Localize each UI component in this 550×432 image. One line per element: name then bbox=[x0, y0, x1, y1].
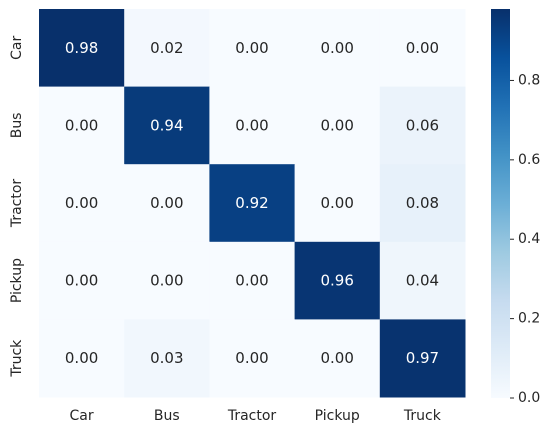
heatmap-cell-truck-truck bbox=[379, 319, 466, 398]
heatmap-cell-pickup-car bbox=[39, 241, 125, 320]
heatmap-value-label-car-car: 0.98 bbox=[65, 39, 98, 57]
heatmap-value-label-bus-car: 0.00 bbox=[65, 116, 98, 134]
heatmap-cell-pickup-tractor bbox=[209, 241, 296, 320]
x-tick-label-pickup: Pickup bbox=[315, 408, 360, 424]
x-tick-label-truck: Truck bbox=[403, 408, 442, 424]
heatmap-cell-tractor-truck bbox=[379, 164, 466, 243]
y-tick-label-pickup: Pickup bbox=[9, 258, 25, 303]
colorbar-tick-label-2: 0.4 bbox=[518, 231, 540, 247]
heatmap-value-label-truck-tractor: 0.00 bbox=[235, 349, 268, 367]
heatmap-cell-bus-tractor bbox=[209, 86, 296, 165]
heatmap-cell-pickup-bus bbox=[124, 241, 210, 320]
heatmap-value-label-bus-bus: 0.94 bbox=[150, 116, 183, 134]
heatmap-value-label-truck-bus: 0.03 bbox=[150, 349, 183, 367]
heatmap-cell-bus-truck bbox=[379, 86, 466, 165]
heatmap-value-label-pickup-car: 0.00 bbox=[65, 272, 98, 290]
heatmap-cell-tractor-car bbox=[39, 164, 125, 243]
heatmap-value-label-tractor-bus: 0.00 bbox=[150, 194, 183, 212]
colorbar-gradient bbox=[491, 9, 510, 398]
heatmap-value-label-tractor-pickup: 0.00 bbox=[320, 194, 353, 212]
heatmap-value-label-truck-car: 0.00 bbox=[65, 349, 98, 367]
heatmap-cell-truck-tractor bbox=[209, 319, 296, 398]
heatmap-cell-labels: 0.98 0.02 0.00 0.00 0.00 0.00 0.94 0.00 0.00 0.06… bbox=[65, 39, 439, 367]
y-tick-label-truck: Truck bbox=[9, 339, 25, 378]
heatmap-value-label-pickup-truck: 0.04 bbox=[406, 272, 439, 290]
heatmap-value-label-car-pickup: 0.00 bbox=[320, 39, 353, 57]
heatmap-value-label-bus-pickup: 0.00 bbox=[320, 116, 353, 134]
x-tick-label-tractor: Tractor bbox=[227, 408, 277, 424]
heatmap-cell-bus-bus bbox=[124, 86, 210, 165]
heatmap-cell-car-pickup bbox=[294, 9, 381, 88]
heatmap-value-label-tractor-truck: 0.08 bbox=[406, 194, 439, 212]
heatmap-value-label-bus-truck: 0.06 bbox=[406, 116, 439, 134]
colorbar-tick-label-4: 0.8 bbox=[518, 72, 540, 88]
y-tick-label-car: Car bbox=[9, 36, 25, 60]
heatmap-value-label-car-tractor: 0.00 bbox=[235, 39, 268, 57]
heatmap-cell-pickup-truck bbox=[379, 241, 466, 320]
heatmap-cell-bus-pickup bbox=[294, 86, 381, 165]
x-tick-label-bus: Bus bbox=[154, 408, 180, 424]
heatmap-cell-truck-bus bbox=[124, 319, 210, 398]
heatmap-cell-car-car bbox=[39, 9, 125, 88]
heatmap-cell-car-truck bbox=[379, 9, 466, 88]
heatmap-value-label-tractor-tractor: 0.92 bbox=[235, 194, 268, 212]
heatmap-cell-bus-car bbox=[39, 86, 125, 165]
y-axis-ticks: Car Bus Tractor Pickup Truck bbox=[9, 36, 25, 378]
heatmap-cell-truck-pickup bbox=[294, 319, 381, 398]
colorbar-tick-label-1: 0.2 bbox=[518, 311, 540, 327]
y-tick-label-bus: Bus bbox=[9, 113, 25, 139]
y-tick-label-tractor: Tractor bbox=[9, 179, 25, 229]
heatmap-value-label-bus-tractor: 0.00 bbox=[235, 116, 268, 134]
heatmap-value-label-car-bus: 0.02 bbox=[150, 39, 183, 57]
heatmap-value-label-truck-pickup: 0.00 bbox=[320, 349, 353, 367]
heatmap-value-label-car-truck: 0.00 bbox=[406, 39, 439, 57]
heatmap-value-label-tractor-car: 0.00 bbox=[65, 194, 98, 212]
heatmap-cell-tractor-bus bbox=[124, 164, 210, 243]
colorbar-tick-label-0: 0.0 bbox=[518, 390, 540, 406]
heatmap-value-label-truck-truck: 0.97 bbox=[406, 349, 439, 367]
heatmap-cell-truck-car bbox=[39, 319, 125, 398]
heatmap-cell-car-tractor bbox=[209, 9, 296, 88]
x-axis-ticks: Car Bus Tractor Pickup Truck bbox=[70, 408, 442, 424]
x-tick-label-car: Car bbox=[70, 408, 94, 424]
colorbar: 0.0 0.2 0.4 0.6 0.8 bbox=[491, 9, 540, 406]
heatmap-cells bbox=[39, 9, 466, 398]
colorbar-tick-label-3: 0.6 bbox=[518, 152, 540, 168]
heatmap-value-label-pickup-bus: 0.00 bbox=[150, 272, 183, 290]
heatmap-cell-car-bus bbox=[124, 9, 210, 88]
heatmap-cell-tractor-pickup bbox=[294, 164, 381, 243]
heatmap-value-label-pickup-pickup: 0.96 bbox=[320, 272, 353, 290]
heatmap-cell-tractor-tractor bbox=[209, 164, 296, 243]
heatmap-cell-pickup-pickup bbox=[294, 241, 381, 320]
heatmap-value-label-pickup-tractor: 0.00 bbox=[235, 272, 268, 290]
